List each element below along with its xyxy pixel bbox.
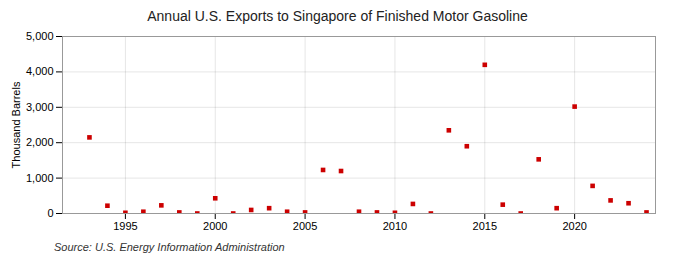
svg-text:4,000: 4,000 [26, 65, 54, 77]
html-text:Annual U.S. Exports to Singapo: Annual U.S. Exports to Singapore of Fini… [147, 8, 528, 24]
svg-text:5,000: 5,000 [26, 30, 54, 42]
svg-text:3,000: 3,000 [26, 101, 54, 113]
svg-text:2015: 2015 [473, 220, 497, 232]
svg-text:Thousand Barrels: Thousand Barrels [10, 81, 22, 168]
svg-text:0: 0 [47, 207, 53, 219]
svg-text:1,000: 1,000 [26, 172, 54, 184]
svg-text:2020: 2020 [562, 220, 586, 232]
svg-text:2000: 2000 [203, 220, 227, 232]
html-text:Source: U.S. Energy Informatio: Source: U.S. Energy Information Administ… [54, 241, 285, 253]
svg-text:2010: 2010 [383, 220, 407, 232]
svg-text:1995: 1995 [113, 220, 137, 232]
svg-text:2,000: 2,000 [26, 136, 54, 148]
svg-text:2005: 2005 [293, 220, 317, 232]
